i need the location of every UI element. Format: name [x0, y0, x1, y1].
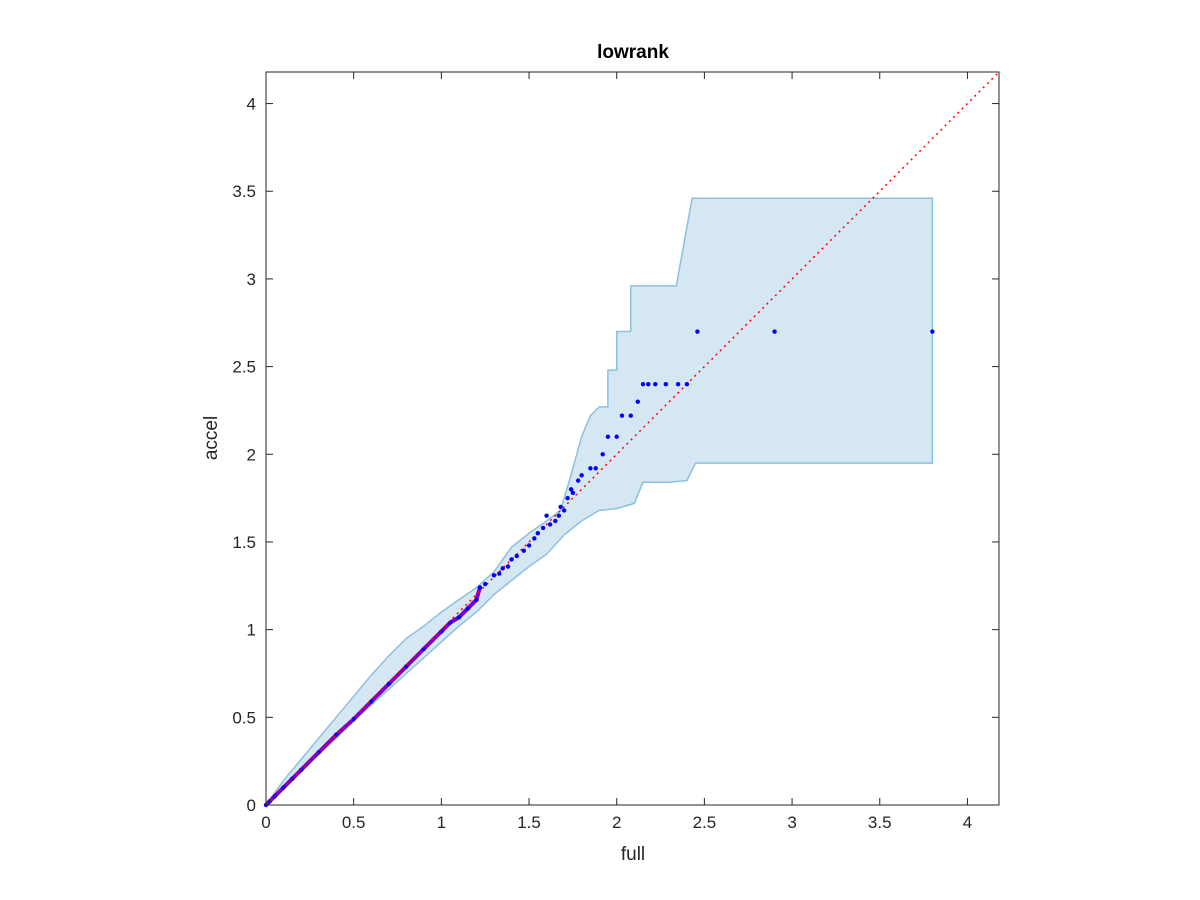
data-point [695, 329, 700, 334]
data-point [477, 585, 483, 590]
data-point [619, 413, 625, 418]
data-point [535, 530, 541, 536]
x-tick-label: 0.5 [342, 813, 366, 832]
data-point [369, 699, 374, 704]
y-tick-label: 2.5 [232, 358, 256, 377]
data-point [514, 553, 519, 559]
y-tick-label: 3 [247, 270, 256, 289]
data-point [505, 564, 511, 569]
x-tick-label: 1.5 [517, 813, 541, 832]
y-tick-label: 0 [247, 796, 256, 815]
data-point [474, 597, 479, 603]
data-point [526, 543, 532, 548]
data-point [456, 615, 462, 620]
y-tick-label: 3.5 [232, 182, 256, 201]
data-point [614, 434, 619, 439]
data-point [351, 716, 356, 722]
data-point [568, 487, 574, 492]
y-tick-label: 4 [247, 95, 256, 114]
x-tick-label: 2.5 [693, 813, 717, 832]
data-point [646, 381, 651, 387]
data-point [588, 466, 593, 471]
x-tick-label: 0 [261, 813, 270, 832]
data-point [544, 513, 549, 518]
data-point [497, 571, 502, 576]
data-point [465, 606, 470, 611]
data-point [565, 495, 570, 501]
plot-area [263, 71, 1000, 808]
y-axis-label: accel [201, 416, 222, 460]
data-point [482, 581, 488, 587]
y-axis-ticks: 0 0.5 1 1.5 2 2.5 3 3.5 4 [232, 95, 999, 815]
data-point [404, 664, 409, 669]
data-point [556, 513, 562, 518]
data-point [500, 566, 505, 571]
confidence-band [265, 197, 934, 806]
x-tick-label: 2 [612, 813, 621, 832]
data-points [477, 329, 935, 590]
chart-title: lowrank [597, 42, 669, 63]
data-point [521, 548, 526, 553]
data-point [579, 473, 584, 478]
data-point [635, 399, 640, 404]
x-tick-label: 4 [963, 813, 972, 832]
y-tick-label: 2 [247, 445, 256, 464]
data-point [561, 508, 567, 513]
data-point [628, 413, 633, 418]
data-point [675, 381, 681, 387]
data-point [653, 381, 658, 387]
data-point [509, 557, 514, 562]
data-point [540, 525, 546, 531]
data-point [532, 536, 537, 541]
data-point [600, 452, 605, 457]
data-point [593, 466, 598, 471]
data-point [605, 434, 611, 439]
data-point [684, 381, 690, 387]
data-point [575, 478, 581, 483]
data-point [491, 573, 497, 578]
data-point [930, 329, 935, 334]
data-point [663, 381, 669, 387]
y-tick-label: 0.5 [232, 708, 256, 727]
data-point [547, 522, 553, 527]
x-tick-label: 3.5 [868, 813, 892, 832]
x-axis-label: full [621, 844, 645, 865]
data-point [421, 646, 427, 652]
x-tick-label: 3 [787, 813, 796, 832]
data-point [553, 518, 558, 524]
y-tick-label: 1 [247, 621, 256, 640]
x-tick-label: 1 [437, 813, 446, 832]
y-tick-label: 1.5 [232, 533, 256, 552]
data-point [386, 681, 391, 687]
data-point [640, 381, 646, 387]
x-axis-ticks: 0 0.5 1 1.5 2 2.5 3 3.5 4 [261, 72, 972, 832]
data-point [772, 329, 777, 334]
data-point [570, 490, 576, 496]
axes-box [265, 71, 1000, 806]
data-point [558, 504, 563, 510]
